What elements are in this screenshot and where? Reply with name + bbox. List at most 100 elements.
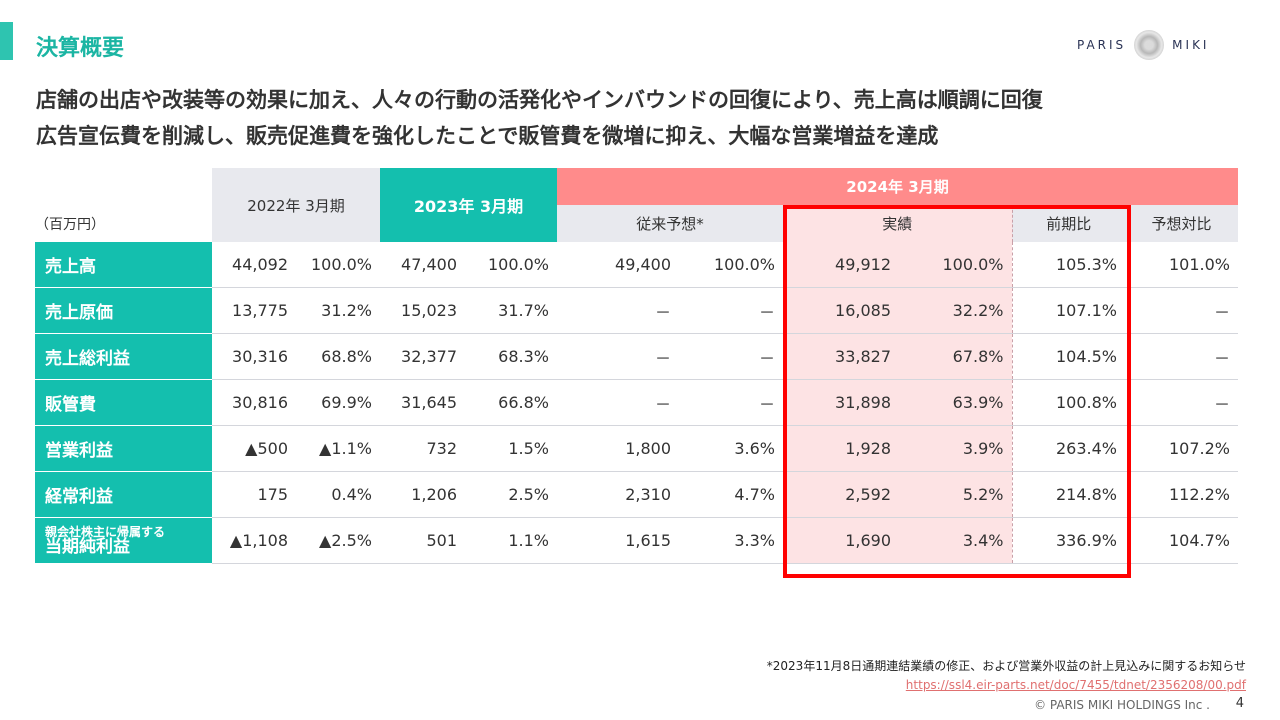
row-label: 売上総利益 bbox=[35, 333, 212, 380]
cell-v22: ▲1,108 bbox=[212, 517, 296, 564]
cell-ap: 67.8% bbox=[899, 333, 1013, 380]
cell-v23: 1,206 bbox=[380, 471, 465, 518]
cell-av: 31,898 bbox=[783, 379, 899, 426]
cell-v22: ▲500 bbox=[212, 425, 296, 472]
row-label: 営業利益 bbox=[35, 425, 212, 472]
cell-p22: 31.2% bbox=[296, 287, 380, 334]
cell-ap: 3.4% bbox=[899, 517, 1013, 564]
cell-v22: 44,092 bbox=[212, 242, 296, 288]
cell-v23: 732 bbox=[380, 425, 465, 472]
cell-vf: 112.2% bbox=[1125, 471, 1238, 518]
row-label-text: 経常利益 bbox=[45, 487, 113, 507]
row-label-text: 売上高 bbox=[45, 257, 96, 277]
lead-line: 店舗の出店や改装等の効果に加え、人々の行動の活発化やインバウンドの回復により、売… bbox=[36, 88, 1043, 112]
row-label: 親会社株主に帰属する 当期純利益 bbox=[35, 517, 212, 564]
header-2024: 2024年 3月期 bbox=[557, 168, 1238, 205]
copyright: © PARIS MIKI HOLDINGS Inc . bbox=[1034, 698, 1210, 712]
table-row: 売上総利益 30,316 68.8% 32,377 68.3% －－ 33,827 67.8%… bbox=[35, 333, 1238, 380]
page-number: 4 bbox=[1235, 696, 1244, 711]
cell-v23: 15,023 bbox=[380, 287, 465, 334]
cell-p23: 1.5% bbox=[465, 425, 557, 472]
header-2022: 2022年 3月期 bbox=[212, 168, 380, 242]
cell-yoy: 104.5% bbox=[1012, 333, 1125, 380]
cell-vf: － bbox=[1125, 379, 1238, 426]
lead-text: 店舗の出店や改装等の効果に加え、人々の行動の活発化やインバウンドの回復により、売… bbox=[36, 82, 1043, 154]
cell-v22: 13,775 bbox=[212, 287, 296, 334]
footnote: *2023年11月8日通期連結業績の修正、および営業外収益の計上見込みに関するお… bbox=[766, 659, 1246, 673]
cell-v22: 30,316 bbox=[212, 333, 296, 380]
cell-ap: 100.0% bbox=[899, 242, 1013, 288]
row-label-text: 営業利益 bbox=[45, 441, 113, 461]
cell-p22: 100.0% bbox=[296, 242, 380, 288]
cell-ap: 32.2% bbox=[899, 287, 1013, 334]
header-forecast: 従来予想* bbox=[557, 205, 783, 242]
cell-av: 33,827 bbox=[783, 333, 899, 380]
row-label-small: 親会社株主に帰属する bbox=[45, 525, 166, 539]
table-row: 売上高 44,092 100.0% 47,400 100.0% 49,400 100.0% 4… bbox=[35, 242, 1238, 288]
source-link[interactable]: https://ssl4.eir-parts.net/doc/7455/tdne… bbox=[905, 678, 1246, 692]
header-yoy: 前期比 bbox=[1012, 205, 1125, 242]
cell-vf: － bbox=[1125, 333, 1238, 380]
cell-fp: － bbox=[679, 333, 783, 380]
cell-fv: － bbox=[557, 379, 679, 426]
row-label-text: 当期純利益 bbox=[45, 537, 130, 557]
financial-summary-table: （百万円） 2022年 3月期 2023年 3月期 2024年 3月期 従来予想… bbox=[35, 168, 1238, 564]
header-vs-forecast: 予想対比 bbox=[1125, 205, 1238, 242]
cell-p23: 1.1% bbox=[465, 517, 557, 564]
cell-p22: 69.9% bbox=[296, 379, 380, 426]
lead-line: 広告宣伝費を削減し、販売促進費を強化したことで販管費を微増に抑え、大幅な営業増益… bbox=[36, 124, 939, 148]
table-row: 売上原価 13,775 31.2% 15,023 31.7% －－ 16,085 32.2% 1… bbox=[35, 287, 1238, 334]
cell-p22: 0.4% bbox=[296, 471, 380, 518]
accent-bar bbox=[0, 22, 13, 60]
logo-text-left: PARIS bbox=[1077, 38, 1127, 52]
cell-fp: 100.0% bbox=[679, 242, 783, 288]
cell-yoy: 100.8% bbox=[1012, 379, 1125, 426]
cell-vf: 101.0% bbox=[1125, 242, 1238, 288]
logo: PARIS MIKI bbox=[1077, 30, 1209, 60]
cell-fv: － bbox=[557, 287, 679, 334]
row-label: 売上原価 bbox=[35, 287, 212, 334]
row-label: 売上高 bbox=[35, 242, 212, 288]
cell-v22: 30,816 bbox=[212, 379, 296, 426]
cell-fv: 2,310 bbox=[557, 471, 679, 518]
cell-p22: ▲2.5% bbox=[296, 517, 380, 564]
cell-v23: 31,645 bbox=[380, 379, 465, 426]
cell-ap: 3.9% bbox=[899, 425, 1013, 472]
cell-p22: ▲1.1% bbox=[296, 425, 380, 472]
cell-yoy: 214.8% bbox=[1012, 471, 1125, 518]
cell-p22: 68.8% bbox=[296, 333, 380, 380]
cell-v23: 47,400 bbox=[380, 242, 465, 288]
table-row: 経常利益 175 0.4% 1,206 2.5% 2,310 4.7% 2,592 5.2% 21… bbox=[35, 471, 1238, 518]
header-2023: 2023年 3月期 bbox=[380, 168, 557, 242]
cell-ap: 63.9% bbox=[899, 379, 1013, 426]
cell-v23: 501 bbox=[380, 517, 465, 564]
cell-av: 1,690 bbox=[783, 517, 899, 564]
header-actual: 実績 bbox=[783, 205, 1013, 242]
cell-v22: 175 bbox=[212, 471, 296, 518]
logo-text-right: MIKI bbox=[1172, 38, 1210, 52]
unit-label: （百万円） bbox=[35, 217, 105, 233]
logo-emblem-icon bbox=[1134, 30, 1165, 60]
cell-vf: － bbox=[1125, 287, 1238, 334]
cell-p23: 31.7% bbox=[465, 287, 557, 334]
highlight-box bbox=[783, 205, 1131, 578]
cell-av: 49,912 bbox=[783, 242, 899, 288]
cell-vf: 107.2% bbox=[1125, 425, 1238, 472]
cell-yoy: 107.1% bbox=[1012, 287, 1125, 334]
row-label: 経常利益 bbox=[35, 471, 212, 518]
table-row: 親会社株主に帰属する 当期純利益 ▲1,108 ▲2.5% 501 1.1% 1,615 3.… bbox=[35, 517, 1238, 564]
page-title: 決算概要 bbox=[36, 36, 125, 61]
cell-yoy: 105.3% bbox=[1012, 242, 1125, 288]
cell-p23: 66.8% bbox=[465, 379, 557, 426]
cell-av: 1,928 bbox=[783, 425, 899, 472]
cell-vf: 104.7% bbox=[1125, 517, 1238, 564]
cell-p23: 2.5% bbox=[465, 471, 557, 518]
cell-fp: 4.7% bbox=[679, 471, 783, 518]
cell-yoy: 336.9% bbox=[1012, 517, 1125, 564]
row-label: 販管費 bbox=[35, 379, 212, 426]
cell-fp: 3.6% bbox=[679, 425, 783, 472]
cell-av: 2,592 bbox=[783, 471, 899, 518]
cell-fv: 1,800 bbox=[557, 425, 679, 472]
cell-fp: － bbox=[679, 287, 783, 334]
cell-v23: 32,377 bbox=[380, 333, 465, 380]
